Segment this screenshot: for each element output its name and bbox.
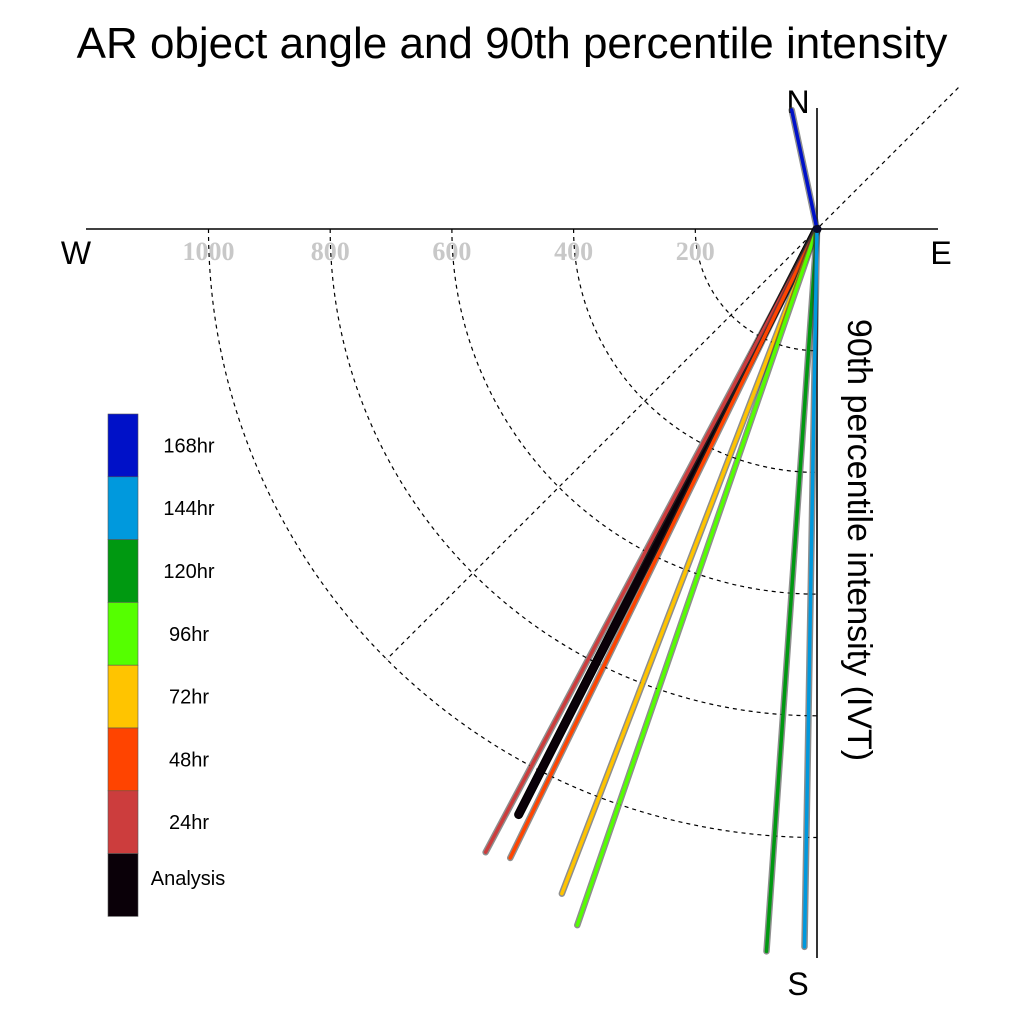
legend: 168hr 144hr 120hr 96hr 72hr 48hr 24hr Analysis (107, 413, 225, 917)
intensity-axis-label: 90th percentile intensity (IVT) (840, 319, 878, 761)
series-vector-96hr (574, 225, 821, 929)
legend-swatch-96hr (107, 602, 139, 666)
radial-tick-label: 600 (432, 237, 471, 266)
polar-grid (207, 87, 959, 839)
radial-tick-label: 400 (554, 237, 593, 266)
compass-south: S (787, 966, 808, 1002)
legend-swatch-72hr (107, 664, 139, 729)
series-vectors (482, 106, 822, 955)
legend-label-96hr: 96hr (169, 624, 209, 646)
legend-label-24hr: 24hr (169, 812, 209, 834)
series-vector-120hr (763, 225, 821, 955)
grid-circle-200 (694, 228, 818, 352)
grid-circle-1000 (207, 228, 818, 839)
legend-swatch-168hr (107, 413, 139, 478)
grid-circle-800 (329, 228, 818, 717)
series-vector-144hr (801, 225, 821, 951)
legend-swatch-144hr (107, 476, 139, 540)
legend-swatch-120hr (107, 539, 139, 603)
compass-west: W (61, 235, 92, 271)
legend-label-48hr: 48hr (169, 749, 209, 771)
radial-tick-label: 200 (676, 237, 715, 266)
radial-tick-label: 800 (311, 237, 350, 266)
compass-east: E (930, 235, 951, 271)
series-vector-72hr (558, 225, 821, 897)
series-vector-168hr (788, 106, 821, 233)
legend-swatch-Analysis (107, 853, 139, 917)
legend-label-168hr: 168hr (163, 435, 214, 457)
legend-label-120hr: 120hr (163, 561, 214, 583)
chart-title: AR object angle and 90th percentile inte… (77, 19, 948, 68)
legend-swatch-48hr (107, 727, 139, 792)
legend-label-Analysis: Analysis (151, 868, 225, 890)
radial-tick-label: 1000 (183, 237, 235, 266)
legend-label-72hr: 72hr (169, 687, 209, 709)
series-vector-24hr (482, 225, 821, 856)
diagonal-guide-line (386, 87, 959, 660)
legend-swatch-24hr (107, 790, 139, 854)
radial-tick-labels: 200 400 600 800 1000 (183, 237, 715, 266)
origin-point (813, 225, 821, 233)
series-vector-48hr (506, 225, 821, 862)
legend-label-144hr: 144hr (163, 498, 214, 520)
